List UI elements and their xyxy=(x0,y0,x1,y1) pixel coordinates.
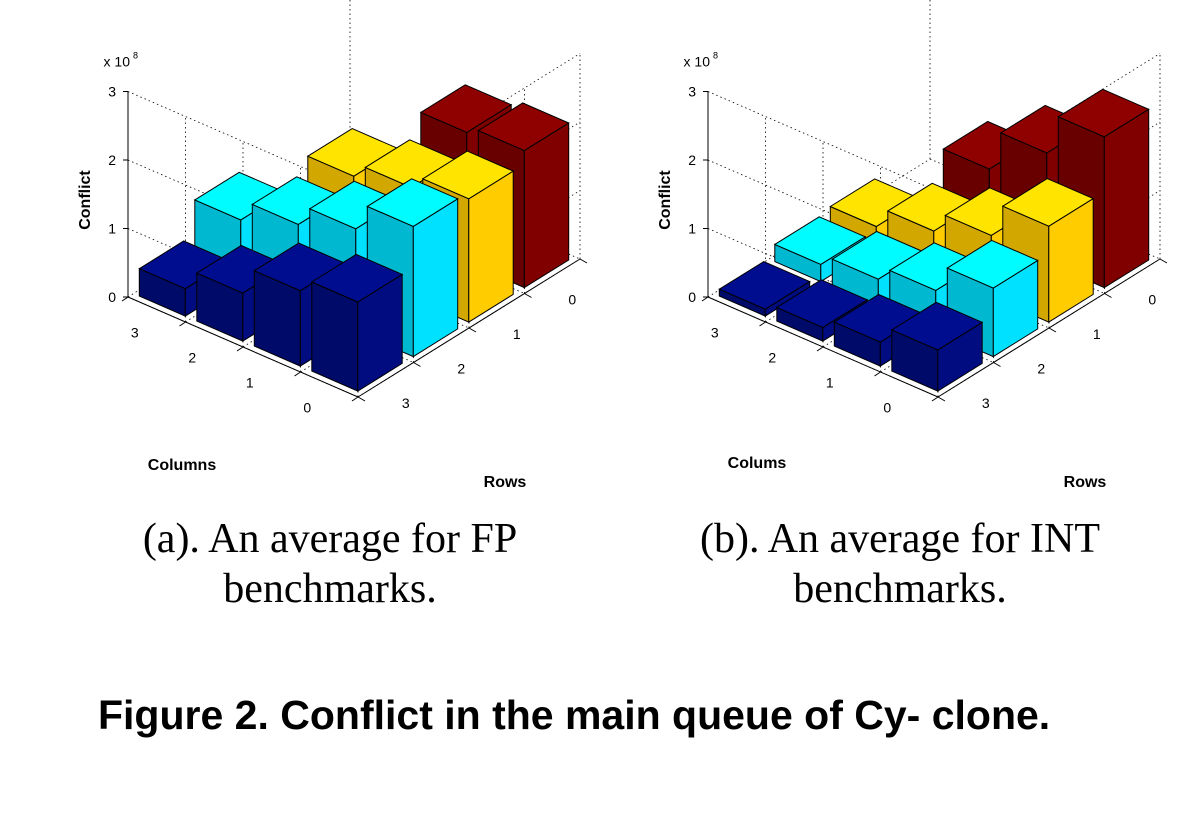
rows-tick xyxy=(524,293,532,298)
bar-face-top xyxy=(775,279,869,328)
bar-face-top xyxy=(310,253,404,303)
bar-face-top xyxy=(366,178,459,227)
z-exponent: 8 xyxy=(713,51,718,61)
columns-axis-label: Colums xyxy=(728,455,787,472)
subcaption-fp: (a). An average for FP benchmarks. xyxy=(95,514,565,614)
rows-tick xyxy=(1159,258,1168,264)
bar-face-top xyxy=(419,84,513,133)
bar-r3-c0 xyxy=(890,301,984,393)
subcaption-int: (b). An average for INT benchmarks. xyxy=(665,514,1135,614)
bar-face-top xyxy=(718,261,811,310)
bar-r3-c0 xyxy=(310,253,404,393)
rows-tick xyxy=(468,327,477,333)
rows-tick xyxy=(357,396,366,402)
rows-tick xyxy=(413,362,421,367)
z-multiplier: x 10 xyxy=(684,54,711,70)
rows-tick-label: 1 xyxy=(513,326,521,342)
grid-line xyxy=(127,91,359,192)
subcaption-fp-line2: benchmarks. xyxy=(223,566,437,612)
z-tick-label: 1 xyxy=(688,221,696,237)
grid-line xyxy=(127,228,359,329)
z-axis-label: Conflict xyxy=(77,170,94,230)
bar3d-chart-fp: 0 1 2 3 x 10 8 Conflict 0 1 2 3 Columns 0 1 2 3 Rows xyxy=(77,0,588,491)
bar-face-side xyxy=(523,122,570,289)
rows-tick xyxy=(1104,293,1112,298)
rows-tick-label: 0 xyxy=(568,291,576,307)
rows-axis-label: Rows xyxy=(1064,474,1107,491)
rows-tick-label: 1 xyxy=(1093,326,1101,342)
rows-tick-label: 2 xyxy=(457,360,465,376)
axes: 0 1 2 3 x 10 8 Conflict 0 1 2 3 Columns 0 1 2 3 Rows xyxy=(77,51,588,491)
columns-tick-label: 3 xyxy=(131,325,139,341)
z-tick-label: 3 xyxy=(108,84,116,100)
z-multiplier: x 10 xyxy=(104,54,131,70)
rows-tick-label: 0 xyxy=(1148,291,1156,307)
bar-face-top xyxy=(773,216,867,265)
z-tick-label: 3 xyxy=(688,84,696,100)
bar-face-top xyxy=(477,102,570,152)
columns-tick xyxy=(351,396,359,402)
z-tick-label: 1 xyxy=(108,221,116,237)
bar3d-chart-int: 0 1 2 3 x 10 8 Conflict 0 1 2 3 Colums 0 1 2 3 Rows xyxy=(657,0,1168,491)
z-tick-label: 0 xyxy=(108,289,116,305)
subcaption-int-line1: (b). An average for INT xyxy=(700,516,1100,562)
columns-tick-label: 0 xyxy=(303,400,311,416)
columns-tick xyxy=(931,396,939,402)
columns-tick-label: 2 xyxy=(768,350,776,366)
grid-line xyxy=(707,91,939,192)
rows-tick xyxy=(1048,327,1057,333)
rows-tick xyxy=(579,258,588,264)
grid-line xyxy=(707,228,939,329)
columns-tick xyxy=(759,321,766,327)
z-tick-label: 0 xyxy=(688,289,696,305)
bar-face-top xyxy=(890,301,984,351)
bars xyxy=(718,88,1150,393)
columns-tick xyxy=(236,346,244,352)
bar-face-side xyxy=(1103,108,1150,289)
rows-tick-label: 3 xyxy=(402,395,410,411)
columns-tick-label: 1 xyxy=(826,375,834,391)
bar-face-top xyxy=(1001,178,1095,227)
bar-face-top xyxy=(1057,88,1150,138)
rows-axis-label: Rows xyxy=(484,474,527,491)
grid-line xyxy=(707,159,939,261)
rows-tick xyxy=(993,362,1001,367)
columns-tick xyxy=(816,346,824,352)
axes: 0 1 2 3 x 10 8 Conflict 0 1 2 3 Colums 0 1 2 3 Rows xyxy=(657,51,1168,491)
z-exponent: 8 xyxy=(133,51,138,61)
grid-line xyxy=(127,159,359,261)
columns-tick xyxy=(874,371,881,377)
columns-tick-label: 3 xyxy=(711,325,719,341)
columns-axis-label: Columns xyxy=(148,457,217,474)
columns-tick xyxy=(701,296,709,302)
bars xyxy=(138,84,570,393)
rows-tick-label: 3 xyxy=(982,395,990,411)
columns-tick-label: 2 xyxy=(188,350,196,366)
bar-face-top xyxy=(946,239,1039,289)
columns-tick-label: 0 xyxy=(883,400,891,416)
bar-face-top xyxy=(421,150,515,200)
rows-tick-label: 2 xyxy=(1037,360,1045,376)
z-tick-label: 2 xyxy=(688,152,696,168)
subcaption-int-line2: benchmarks. xyxy=(793,566,1007,612)
z-tick-label: 2 xyxy=(108,152,116,168)
subcaption-fp-line1: (a). An average for FP xyxy=(142,516,518,562)
columns-tick xyxy=(179,321,186,327)
rows-tick xyxy=(937,396,946,402)
columns-tick xyxy=(121,296,129,302)
z-axis-label: Conflict xyxy=(657,170,674,230)
columns-tick-label: 1 xyxy=(246,375,254,391)
figure-caption: Figure 2. Conflict in the main queue of … xyxy=(98,692,1051,738)
columns-tick xyxy=(294,371,301,377)
